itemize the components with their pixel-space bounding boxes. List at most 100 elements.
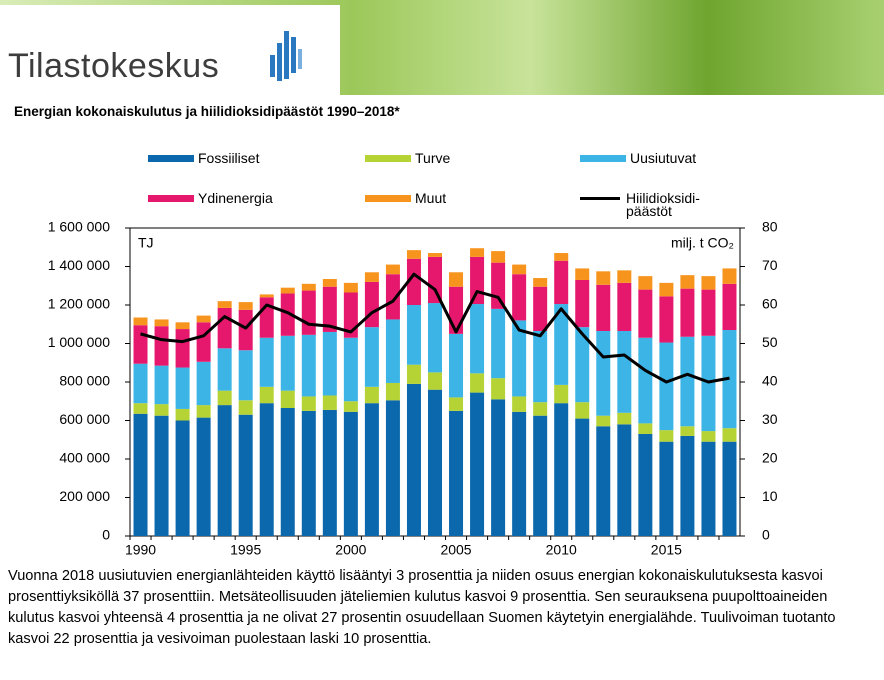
bar-segment bbox=[470, 304, 484, 373]
bar-segment bbox=[365, 272, 379, 282]
bar-segment bbox=[554, 403, 568, 536]
bar-segment bbox=[701, 431, 715, 442]
x-tick-label: 2010 bbox=[546, 542, 577, 558]
y-tick-label: 800 000 bbox=[59, 373, 110, 389]
bar-segment bbox=[344, 283, 358, 293]
bar-segment bbox=[680, 426, 694, 436]
bar-segment bbox=[617, 424, 631, 536]
bar-segment bbox=[302, 396, 316, 410]
y2-tick-label: 0 bbox=[762, 527, 770, 543]
x-tick-label: 1990 bbox=[125, 542, 156, 558]
bar-segment bbox=[533, 287, 547, 331]
bar-segment bbox=[239, 415, 253, 536]
bar-segment bbox=[155, 319, 169, 326]
bar-segment bbox=[218, 308, 232, 348]
y2-tick-label: 20 bbox=[762, 450, 778, 466]
bar-segment bbox=[659, 442, 673, 536]
bar-segment bbox=[407, 384, 421, 536]
bar-segment bbox=[155, 326, 169, 365]
bar-segment bbox=[176, 368, 190, 409]
page: {"header": {"logo": "Tilastokeskus"}, "c… bbox=[0, 0, 884, 680]
bar-segment bbox=[596, 285, 610, 331]
bar-segment bbox=[386, 400, 400, 536]
bar-segment bbox=[722, 428, 736, 441]
bar-segment bbox=[470, 257, 484, 304]
bar-segment bbox=[176, 329, 190, 368]
bar-segment bbox=[491, 378, 505, 399]
bar-segment bbox=[428, 303, 442, 372]
bar-segment bbox=[617, 283, 631, 331]
bar-segment bbox=[575, 268, 589, 280]
bar-segment bbox=[680, 289, 694, 337]
bar-segment bbox=[197, 405, 211, 418]
bar-segment bbox=[617, 270, 631, 283]
bar-segment bbox=[449, 397, 463, 410]
bar-segment bbox=[638, 276, 652, 289]
bar-segment bbox=[659, 296, 673, 342]
bar-segment bbox=[134, 364, 148, 403]
y-tick-label: 1 600 000 bbox=[48, 219, 110, 235]
bar-segment bbox=[449, 272, 463, 286]
bar-segment bbox=[428, 390, 442, 536]
bar-segment bbox=[281, 391, 295, 408]
y2-tick-label: 60 bbox=[762, 296, 778, 312]
bar-segment bbox=[323, 410, 337, 536]
y-axis-label: TJ bbox=[138, 235, 154, 251]
y2-tick-label: 70 bbox=[762, 257, 778, 273]
y2-tick-label: 40 bbox=[762, 373, 778, 389]
bar-segment bbox=[512, 396, 526, 411]
y-tick-label: 600 000 bbox=[59, 411, 110, 427]
bar-segment bbox=[428, 253, 442, 257]
bar-segment bbox=[176, 421, 190, 537]
bar-segment bbox=[617, 413, 631, 425]
bar-segment bbox=[218, 348, 232, 390]
bar-segment bbox=[722, 284, 736, 330]
bar-segment bbox=[176, 409, 190, 421]
bar-segment bbox=[323, 279, 337, 287]
bar-segment bbox=[638, 290, 652, 338]
bar-segment bbox=[155, 366, 169, 405]
y-tick-label: 0 bbox=[102, 527, 110, 543]
bar-segment bbox=[617, 331, 631, 413]
bar-segment bbox=[533, 278, 547, 287]
bar-segment bbox=[680, 275, 694, 288]
bar-segment bbox=[596, 416, 610, 427]
bar-segment bbox=[134, 414, 148, 536]
bar-segment bbox=[701, 276, 715, 289]
bar-segment bbox=[470, 373, 484, 392]
y-tick-label: 1 400 000 bbox=[48, 257, 110, 273]
bar-segment bbox=[554, 385, 568, 403]
y-tick-label: 1 000 000 bbox=[48, 334, 110, 350]
x-tick-label: 2015 bbox=[651, 542, 682, 558]
bar-segment bbox=[701, 290, 715, 336]
y2-tick-label: 80 bbox=[762, 219, 778, 235]
bar-segment bbox=[491, 399, 505, 536]
bar-segment bbox=[365, 282, 379, 327]
bar-segment bbox=[533, 402, 547, 415]
bar-segment bbox=[659, 430, 673, 442]
bar-segment bbox=[470, 393, 484, 536]
bar-segment bbox=[575, 280, 589, 327]
y2-tick-label: 10 bbox=[762, 488, 778, 504]
bar-segment bbox=[260, 338, 274, 387]
bar-segment bbox=[512, 265, 526, 275]
bar-segment bbox=[701, 442, 715, 536]
bar-segment bbox=[386, 383, 400, 400]
bar-segment bbox=[554, 253, 568, 261]
bar-segment bbox=[680, 436, 694, 536]
bar-segment bbox=[197, 316, 211, 323]
bar-segment bbox=[449, 287, 463, 334]
bar-segment bbox=[134, 403, 148, 414]
bar-segment bbox=[365, 403, 379, 536]
bar-segment bbox=[659, 283, 673, 296]
y2-tick-label: 30 bbox=[762, 411, 778, 427]
bar-segment bbox=[344, 401, 358, 412]
bar-segment bbox=[470, 248, 484, 257]
bar-segment bbox=[596, 331, 610, 416]
bar-segment bbox=[302, 335, 316, 397]
x-tick-label: 1995 bbox=[230, 542, 261, 558]
bar-segment bbox=[722, 442, 736, 536]
bar-segment bbox=[512, 412, 526, 536]
bar-segment bbox=[449, 334, 463, 398]
bar-segment bbox=[722, 268, 736, 283]
